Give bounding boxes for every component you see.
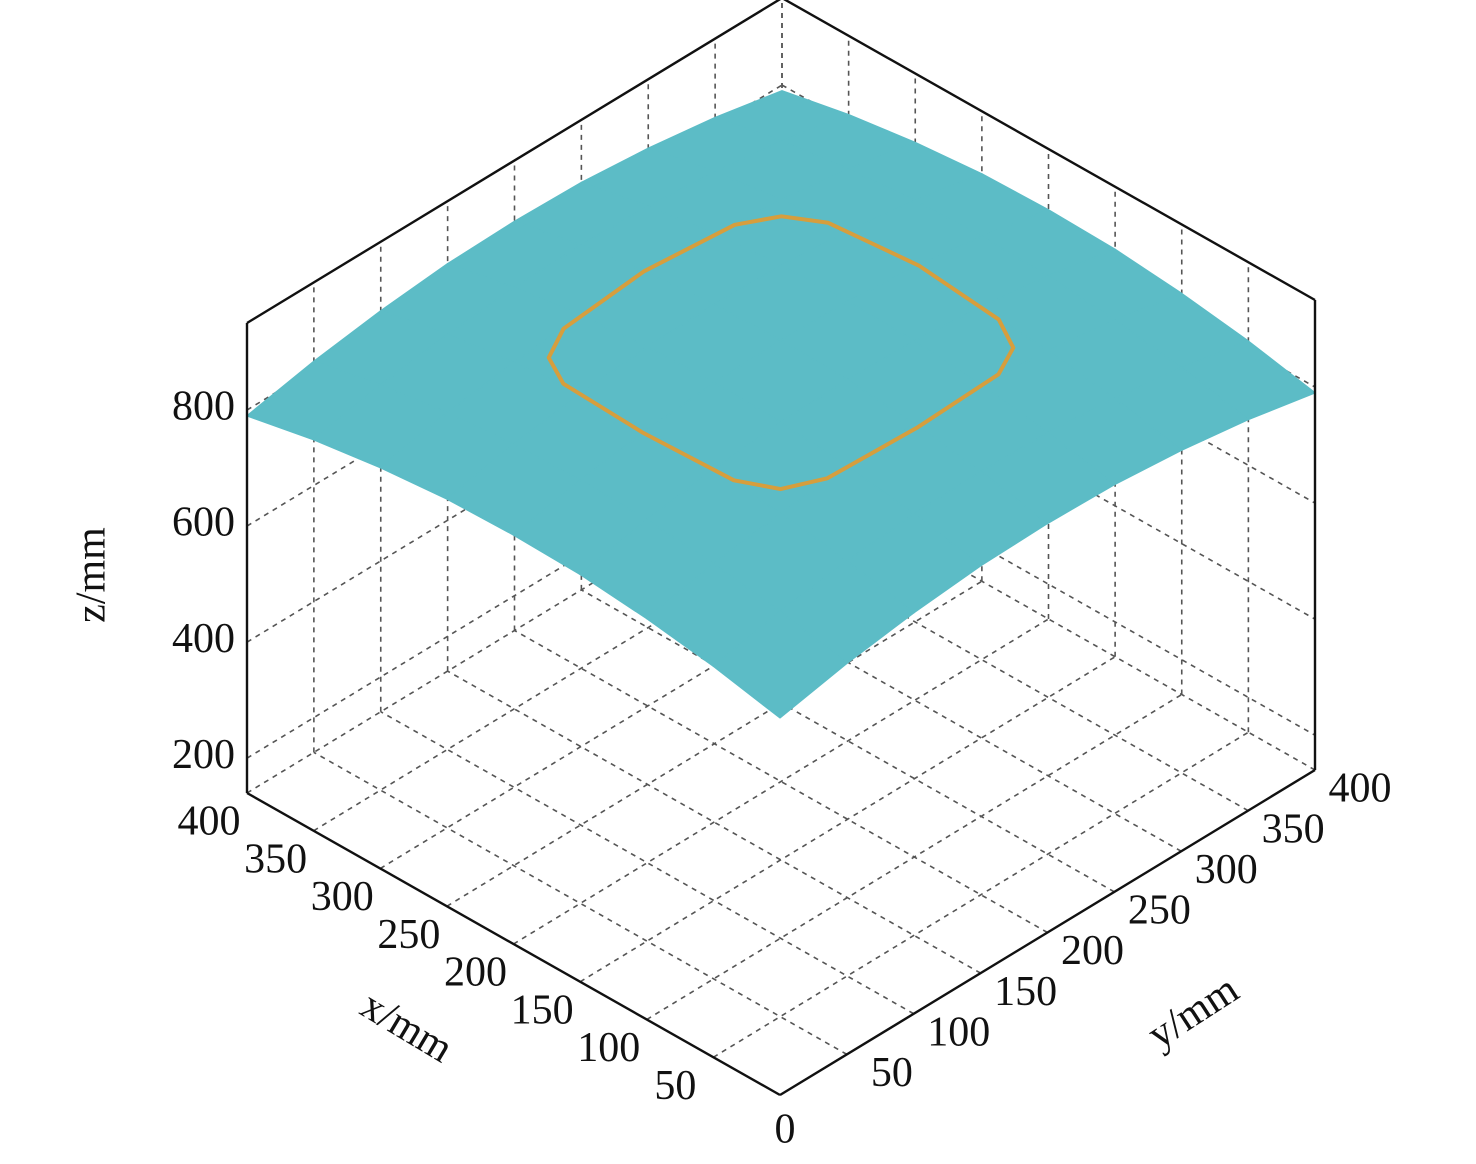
floor-grid-line xyxy=(712,731,1249,1058)
y-tick-label: 200 xyxy=(1061,928,1124,974)
y-tick-label: 100 xyxy=(927,1009,990,1055)
z-axis-title: z/mm xyxy=(69,527,115,623)
x-tick-label: 200 xyxy=(444,950,507,996)
x-tick-label: 300 xyxy=(311,874,374,920)
surface xyxy=(246,90,1316,719)
floor-grid-line xyxy=(513,618,1049,945)
floor-grid-line xyxy=(579,656,1116,983)
box-edge xyxy=(783,0,1316,302)
z-tick-label: 600 xyxy=(172,500,235,546)
y-tick-label: 250 xyxy=(1128,888,1191,934)
floor-grid-line xyxy=(514,629,1048,934)
y-tick-label: 50 xyxy=(871,1050,913,1096)
box-edge xyxy=(246,0,782,325)
x-tick-label: 0 xyxy=(775,1107,796,1153)
axes xyxy=(245,0,1317,1097)
y-tick-label: 400 xyxy=(1329,766,1392,812)
surface-curve xyxy=(546,214,1016,492)
x-tick-label: 50 xyxy=(654,1063,696,1109)
labels: 0501001502002503003504005010015020025030… xyxy=(172,384,1392,1153)
x-tick-label: 400 xyxy=(178,799,241,845)
z-tick-label: 200 xyxy=(172,732,235,778)
y-tick-label: 300 xyxy=(1195,847,1258,893)
y-tick-label: 150 xyxy=(994,969,1057,1015)
floor-grid-line xyxy=(447,670,982,974)
z-tick-label: 800 xyxy=(172,384,235,430)
x-tick-label: 150 xyxy=(511,987,574,1033)
floor-grid-line xyxy=(580,589,1115,893)
x-tick-label: 250 xyxy=(377,912,440,958)
y-axis xyxy=(779,768,1316,1097)
surface-cell xyxy=(712,610,848,719)
x-axis xyxy=(246,791,781,1097)
floor-grid-line xyxy=(380,711,915,1015)
z-tick-label: 400 xyxy=(172,616,235,662)
floor-grid-line xyxy=(313,751,848,1056)
x-tick-label: 350 xyxy=(244,836,307,882)
y-tick-label: 350 xyxy=(1262,806,1325,852)
x-tick-label: 100 xyxy=(577,1025,640,1071)
y-axis-title: y/mm xyxy=(1140,966,1248,1058)
x-axis-title: x/mm xyxy=(353,982,461,1072)
